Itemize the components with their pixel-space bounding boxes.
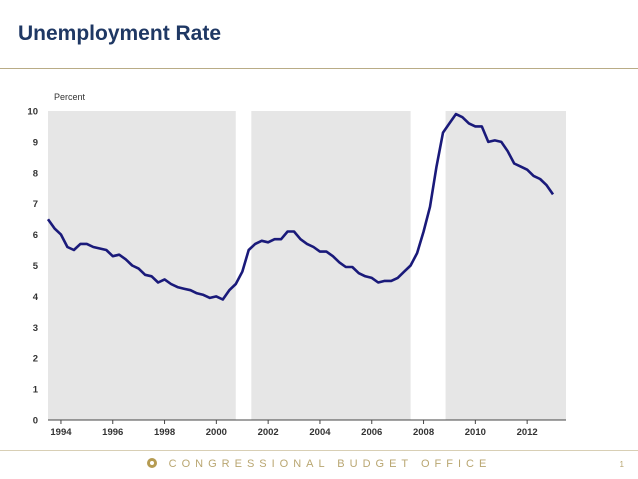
y-tick-label: 3 xyxy=(33,323,38,334)
y-tick-label: 10 xyxy=(27,107,38,118)
footer-divider xyxy=(0,450,638,451)
unemployment-rate-line xyxy=(46,112,555,301)
x-tick-label: 2000 xyxy=(206,427,227,438)
x-tick-label: 2004 xyxy=(309,427,331,438)
shaded-band-2 xyxy=(251,111,411,420)
y-tick-label: 1 xyxy=(33,385,39,396)
y-tick-label: 6 xyxy=(33,230,38,241)
x-tick-label: 2010 xyxy=(465,427,486,438)
y-tick-label: 7 xyxy=(33,199,38,210)
page-number: 1 xyxy=(619,460,624,469)
x-tick-label: 1994 xyxy=(50,427,72,438)
y-tick-label: 5 xyxy=(33,261,39,272)
x-tick-label: 1996 xyxy=(102,427,123,438)
cbo-logo-icon xyxy=(146,458,157,468)
x-tick-labels: 1994 1996 1998 2000 2002 2004 2006 2008 2010 2012 xyxy=(50,420,538,438)
y-tick-label: 4 xyxy=(33,292,39,303)
y-axis-label: Percent xyxy=(54,92,86,102)
title-divider xyxy=(0,68,638,69)
y-tick-labels: 0 1 2 3 4 5 6 7 8 9 10 xyxy=(27,107,38,427)
recession-bands xyxy=(48,111,566,420)
unemployment-chart: 0 1 2 3 4 5 6 7 8 9 10 1994 1996 1998 2000 2002 2004 200… xyxy=(27,92,566,438)
x-tick-label: 2002 xyxy=(258,427,279,438)
y-tick-label: 0 xyxy=(33,416,38,427)
footer-text: CONGRESSIONAL BUDGET OFFICE xyxy=(168,458,492,470)
x-tick-label: 2012 xyxy=(517,427,538,438)
shaded-band-1 xyxy=(48,111,236,420)
x-tick-label: 2006 xyxy=(361,427,382,438)
slide-title: Unemployment Rate xyxy=(18,22,222,45)
footer: CONGRESSIONAL BUDGET OFFICE xyxy=(0,458,638,470)
x-tick-label: 2008 xyxy=(413,427,434,438)
y-tick-label: 2 xyxy=(33,354,38,365)
shaded-band-3 xyxy=(445,111,566,420)
x-tick-label: 1998 xyxy=(154,427,175,438)
y-tick-label: 8 xyxy=(33,168,38,179)
y-tick-label: 9 xyxy=(33,137,38,148)
